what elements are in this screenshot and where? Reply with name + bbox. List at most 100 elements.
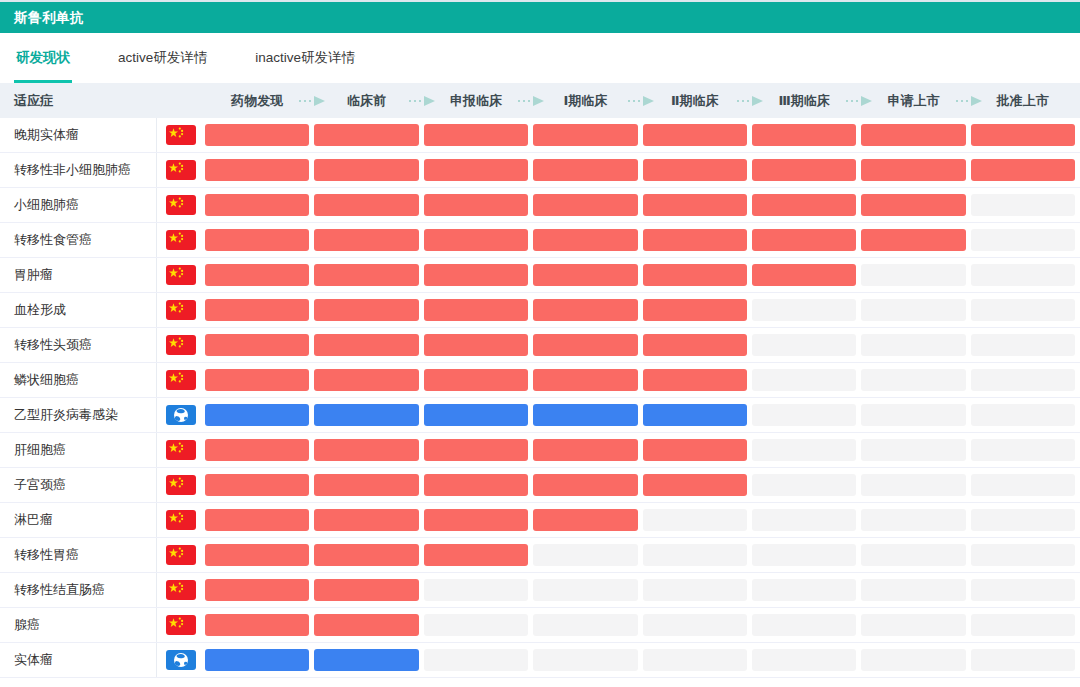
stage-bar-8	[971, 194, 1075, 216]
stage-bar-4	[533, 194, 637, 216]
stage-bar-7	[861, 369, 965, 391]
stage-bar-3	[424, 579, 528, 601]
china-flag-icon	[157, 160, 205, 180]
stage-bar-3	[424, 439, 528, 461]
stage-bar-8	[971, 649, 1075, 671]
china-flag-icon	[166, 370, 196, 390]
stage-label: 批准上市	[997, 92, 1049, 110]
globe-icon	[157, 405, 205, 425]
stage-bar-1	[205, 159, 309, 181]
stage-bar-7	[861, 544, 965, 566]
stage-bar-3	[424, 404, 528, 426]
stage-header-5: Ⅱ期临床	[643, 83, 747, 118]
stage-bar-5	[643, 334, 747, 356]
pipeline-bars	[205, 544, 1075, 566]
stage-bar-3	[424, 544, 528, 566]
stage-bar-7	[861, 509, 965, 531]
stage-bar-7	[861, 439, 965, 461]
china-flag-icon	[157, 580, 205, 600]
china-flag-icon	[157, 475, 205, 495]
stage-bar-1	[205, 439, 309, 461]
stage-bar-3	[424, 369, 528, 391]
table-row: 淋巴瘤	[0, 503, 1080, 538]
china-flag-icon	[166, 440, 196, 460]
stage-bar-5	[643, 229, 747, 251]
indication-label: 晚期实体瘤	[0, 118, 157, 152]
table-row: 腺癌	[0, 608, 1080, 643]
pipeline-rows: 晚期实体瘤转移性非小细胞肺癌小细胞肺癌转移性食管癌胃肿瘤血栓形成转移性头颈癌鳞状…	[0, 118, 1080, 678]
stage-bar-3	[424, 474, 528, 496]
stage-header-8: 批准上市	[971, 83, 1075, 118]
stage-bar-4	[533, 124, 637, 146]
stage-label: 药物发现	[231, 92, 283, 110]
stage-bar-8	[971, 369, 1075, 391]
stage-bar-2	[314, 509, 418, 531]
stage-bar-7	[861, 159, 965, 181]
stage-bar-5	[643, 369, 747, 391]
china-flag-icon	[166, 475, 196, 495]
stage-bar-7	[861, 124, 965, 146]
stage-header-3: 申报临床	[424, 83, 528, 118]
pipeline-bars	[205, 439, 1075, 461]
stage-bar-1	[205, 544, 309, 566]
china-flag-icon	[166, 300, 196, 320]
stage-bar-8	[971, 614, 1075, 636]
stage-bar-4	[533, 544, 637, 566]
stage-bar-6	[752, 264, 856, 286]
table-row: 鳞状细胞癌	[0, 363, 1080, 398]
stage-header-4: Ⅰ期临床	[533, 83, 637, 118]
globe-icon	[166, 650, 196, 670]
stage-bar-4	[533, 439, 637, 461]
tab-active-detail[interactable]: active研发详情	[116, 33, 209, 83]
stage-bar-1	[205, 614, 309, 636]
drug-pipeline-panel: 斯鲁利单抗 研发现状active研发详情inactive研发详情 适应症 药物发…	[0, 0, 1080, 678]
stage-bar-2	[314, 194, 418, 216]
tab-research-status[interactable]: 研发现状	[14, 33, 72, 83]
pipeline-bars	[205, 509, 1075, 531]
stage-bar-6	[752, 124, 856, 146]
pipeline-bars	[205, 334, 1075, 356]
stage-bar-4	[533, 509, 637, 531]
stage-bar-1	[205, 334, 309, 356]
stage-bar-8	[971, 579, 1075, 601]
stage-bar-8	[971, 264, 1075, 286]
indication-label: 肝细胞癌	[0, 433, 157, 467]
stage-bar-6	[752, 229, 856, 251]
stage-bar-4	[533, 264, 637, 286]
stage-bar-1	[205, 124, 309, 146]
stage-bar-3	[424, 264, 528, 286]
tab-bar: 研发现状 active研发详情 inactive研发详情	[0, 33, 1080, 83]
stage-bar-1	[205, 579, 309, 601]
table-row: 转移性结直肠癌	[0, 573, 1080, 608]
stage-bar-1	[205, 264, 309, 286]
tab-inactive-detail[interactable]: inactive研发详情	[253, 33, 357, 83]
stage-bar-7	[861, 194, 965, 216]
stage-bar-7	[861, 229, 965, 251]
stage-bar-2	[314, 229, 418, 251]
table-row: 转移性胃癌	[0, 538, 1080, 573]
stage-bar-4	[533, 229, 637, 251]
china-flag-icon	[157, 230, 205, 250]
title-bar: 斯鲁利单抗	[0, 0, 1080, 33]
stage-bar-5	[643, 124, 747, 146]
stage-label: Ⅲ期临床	[778, 92, 829, 110]
indication-label: 转移性非小细胞肺癌	[0, 153, 157, 187]
table-row: 实体瘤	[0, 643, 1080, 678]
stage-header-6: Ⅲ期临床	[752, 83, 856, 118]
stage-bar-4	[533, 579, 637, 601]
china-flag-icon	[166, 195, 196, 215]
table-header: 适应症 药物发现临床前申报临床Ⅰ期临床Ⅱ期临床Ⅲ期临床申请上市批准上市	[0, 83, 1080, 118]
china-flag-icon	[157, 545, 205, 565]
stage-bar-6	[752, 544, 856, 566]
indication-label: 转移性胃癌	[0, 538, 157, 572]
stage-bar-4	[533, 404, 637, 426]
stage-bar-2	[314, 474, 418, 496]
stage-bar-5	[643, 579, 747, 601]
pipeline-bars	[205, 404, 1075, 426]
stage-bar-7	[861, 264, 965, 286]
indication-label: 子宫颈癌	[0, 468, 157, 502]
stage-bar-2	[314, 264, 418, 286]
stage-bar-2	[314, 159, 418, 181]
stage-bar-8	[971, 509, 1075, 531]
stage-bar-4	[533, 369, 637, 391]
